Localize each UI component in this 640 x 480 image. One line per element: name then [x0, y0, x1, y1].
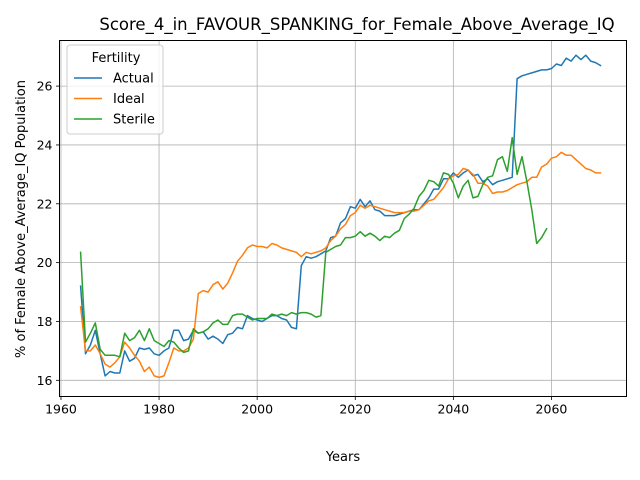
series-line-ideal: [79, 151, 602, 379]
series-line-sterile: [79, 136, 548, 358]
legend: Fertility Actual Ideal Sterile: [66, 44, 164, 135]
y-tick-label: 18: [37, 314, 53, 329]
chart-title: Score_4_in_FAVOUR_SPANKING_for_Female_Ab…: [99, 15, 614, 35]
legend-entries: Actual Ideal Sterile: [74, 72, 155, 128]
y-tick-label: 24: [37, 137, 53, 152]
axis-ticks: 1960 1980 2000 2020 2040 2060 16 18 20 22 24 26: [37, 79, 568, 417]
x-tick-label: 1960: [45, 402, 77, 417]
legend-label-actual: Actual: [113, 72, 154, 87]
y-tick-label: 22: [37, 196, 53, 211]
legend-frame: [66, 44, 164, 135]
x-tick-label: 2040: [437, 402, 469, 417]
series-lines: [79, 54, 602, 379]
legend-label-ideal: Ideal: [113, 92, 145, 107]
grid: [59, 40, 627, 397]
x-tick-label: 2000: [241, 402, 273, 417]
x-tick-label: 1980: [143, 402, 175, 417]
x-tick-label: 2020: [339, 402, 371, 417]
y-tick-label: 26: [37, 79, 53, 94]
y-axis-label: % of Female Above_Average_IQ Population: [14, 80, 29, 358]
x-axis-label: Years: [325, 450, 361, 465]
legend-title: Fertility: [92, 51, 141, 66]
plot-frame: [59, 40, 627, 397]
y-tick-label: 16: [37, 373, 53, 388]
x-tick-label: 2060: [536, 402, 568, 417]
legend-label-sterile: Sterile: [113, 113, 155, 128]
y-tick-label: 20: [37, 255, 53, 270]
